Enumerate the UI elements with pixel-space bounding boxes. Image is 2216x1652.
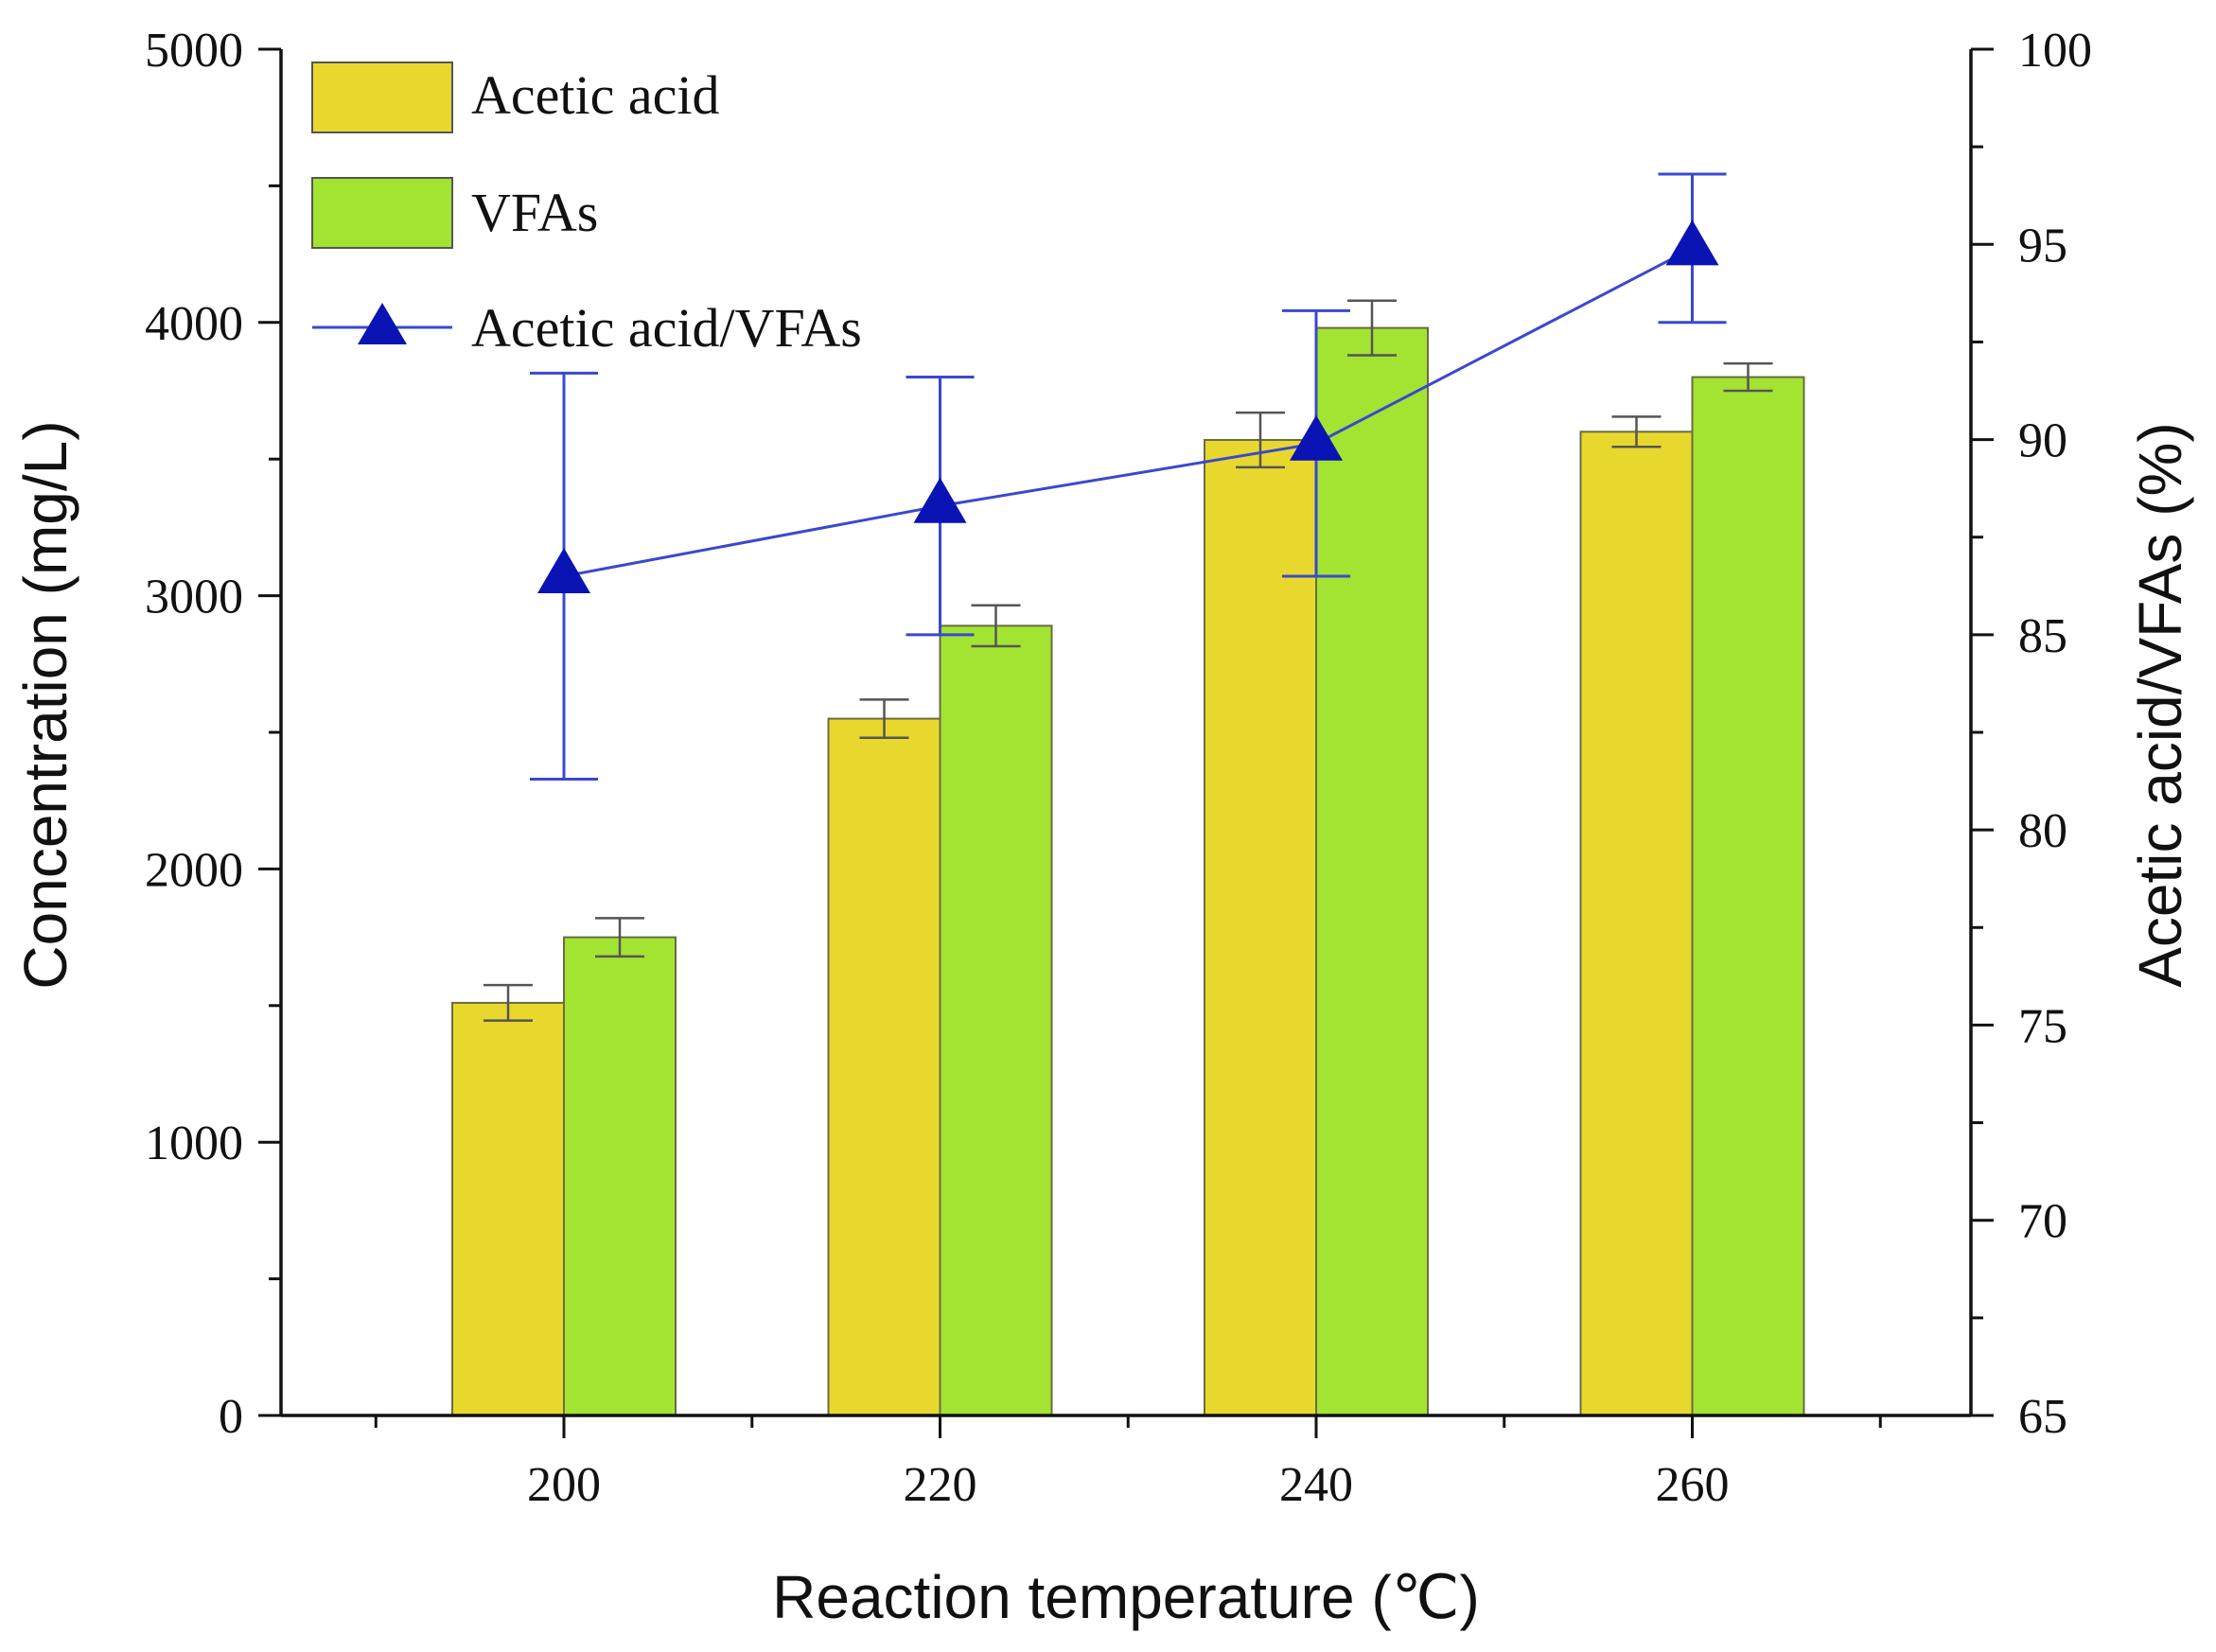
right-tick-label-70: 70 — [2018, 1195, 2067, 1249]
bar-acetic-acid-220 — [827, 717, 941, 1416]
left-tick-label-0: 0 — [219, 1390, 243, 1444]
right-tick-label-75: 75 — [2018, 999, 2067, 1053]
bar-acetic-acid-240 — [1204, 438, 1317, 1416]
left-tick-label-1000: 1000 — [145, 1116, 243, 1170]
ratio-line-layer — [530, 172, 1727, 782]
x-tick-label-220: 220 — [904, 1458, 977, 1512]
legend-triangle-icon — [358, 303, 407, 344]
x-tick-label-260: 260 — [1656, 1458, 1730, 1512]
right-tick-label-80: 80 — [2018, 804, 2067, 858]
legend-swatch-vfas — [311, 177, 453, 249]
bar-error-bars — [484, 299, 1773, 1022]
axes-layer — [258, 47, 1994, 1438]
legend-label-acetic-acid: Acetic acid — [471, 64, 719, 126]
right-tick-label-95: 95 — [2018, 219, 2067, 272]
left-tick-label-2000: 2000 — [145, 843, 243, 897]
bar-acetic-acid-260 — [1579, 431, 1694, 1417]
legend-swatch-acetic-acid — [311, 62, 453, 133]
ratio-series-line — [563, 247, 1694, 578]
x-axis-title: Reaction temperature (℃) — [772, 1563, 1480, 1631]
left-tick-label-4000: 4000 — [145, 297, 243, 351]
ratio-point-220 — [913, 477, 967, 523]
ratio-point-240 — [1290, 414, 1343, 461]
x-tick-label-200: 200 — [527, 1458, 601, 1512]
ratio-point-200 — [537, 547, 590, 593]
right-tick-label-90: 90 — [2018, 414, 2067, 468]
y-axis-title: Concentration (mg/L) — [11, 420, 79, 989]
right-tick-label-65: 65 — [2018, 1390, 2067, 1444]
legend: Acetic acid VFAs Acetic acid/VFAs — [311, 62, 862, 359]
legend-label-vfas: VFAs — [471, 182, 598, 243]
bar-vfas-240 — [1315, 326, 1429, 1416]
right-tick-label-85: 85 — [2018, 609, 2067, 663]
right-tick-label-100: 100 — [2018, 24, 2092, 78]
ratio-point-260 — [1665, 220, 1719, 266]
bars-layer — [451, 326, 1805, 1417]
bar-vfas-200 — [563, 936, 677, 1416]
bar-acetic-acid-200 — [451, 1001, 565, 1416]
left-tick-label-3000: 3000 — [145, 571, 243, 624]
left-tick-label-5000: 5000 — [145, 24, 243, 78]
x-tick-label-240: 240 — [1279, 1458, 1353, 1512]
bar-vfas-220 — [939, 624, 1053, 1416]
y2-axis-title: Acetic acid/VFAs (%) — [2126, 422, 2194, 988]
bar-vfas-260 — [1691, 376, 1805, 1416]
tick-labels: 0 1000 2000 3000 4000 5000 65 70 75 80 85 90 95 100 20… — [145, 24, 2092, 1512]
legend-label-ratio: Acetic acid/VFAs — [471, 297, 862, 359]
